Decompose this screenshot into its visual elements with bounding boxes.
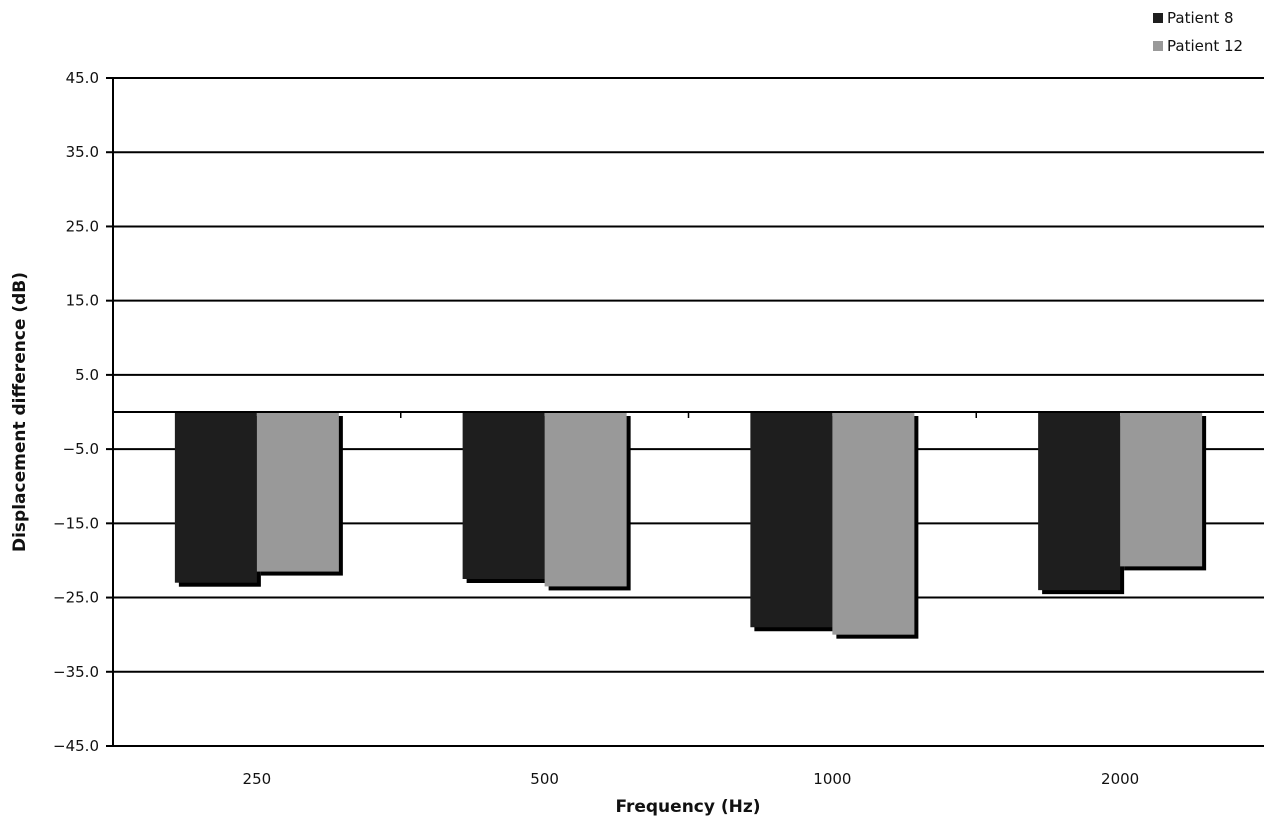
- x-tick-label: 250: [243, 770, 272, 788]
- y-tick-label: 25.0: [66, 217, 99, 235]
- y-tick-label: 15.0: [66, 292, 99, 310]
- y-tick-label: −15.0: [53, 514, 99, 532]
- y-tick-label: −45.0: [53, 737, 99, 755]
- legend-label: Patient 8: [1167, 9, 1234, 27]
- x-axis-title: Frequency (Hz): [615, 797, 760, 817]
- y-tick-label: 5.0: [75, 366, 99, 384]
- axes: [112, 78, 1264, 746]
- legend-label: Patient 12: [1167, 37, 1243, 55]
- bar: [1120, 412, 1203, 567]
- y-tick-label: −25.0: [53, 589, 99, 607]
- y-tick-label: −35.0: [53, 663, 99, 681]
- y-tick-label: 45.0: [66, 69, 99, 87]
- bar: [256, 412, 339, 572]
- bar: [1038, 412, 1121, 591]
- y-tick-label: −5.0: [63, 440, 99, 458]
- legend-swatch: [1153, 13, 1163, 23]
- x-tick-label: 2000: [1101, 770, 1139, 788]
- bar: [462, 412, 545, 579]
- bars: [174, 412, 1203, 635]
- legend-swatch: [1153, 41, 1163, 51]
- bar: [544, 412, 627, 587]
- y-tick-label: 35.0: [66, 143, 99, 161]
- bar: [750, 412, 833, 628]
- bar: [174, 412, 257, 583]
- legend: Patient 8 Patient 12: [1153, 9, 1243, 55]
- y-axis-title: Displacement difference (dB): [10, 272, 30, 552]
- tick-labels: 45.0 35.0 25.0 15.0 5.0 −5.0 −15.0 −25.0 −35.0 −4…: [53, 69, 1139, 788]
- x-tick-label: 500: [530, 770, 559, 788]
- bar: [832, 412, 915, 635]
- x-tick-label: 1000: [813, 770, 851, 788]
